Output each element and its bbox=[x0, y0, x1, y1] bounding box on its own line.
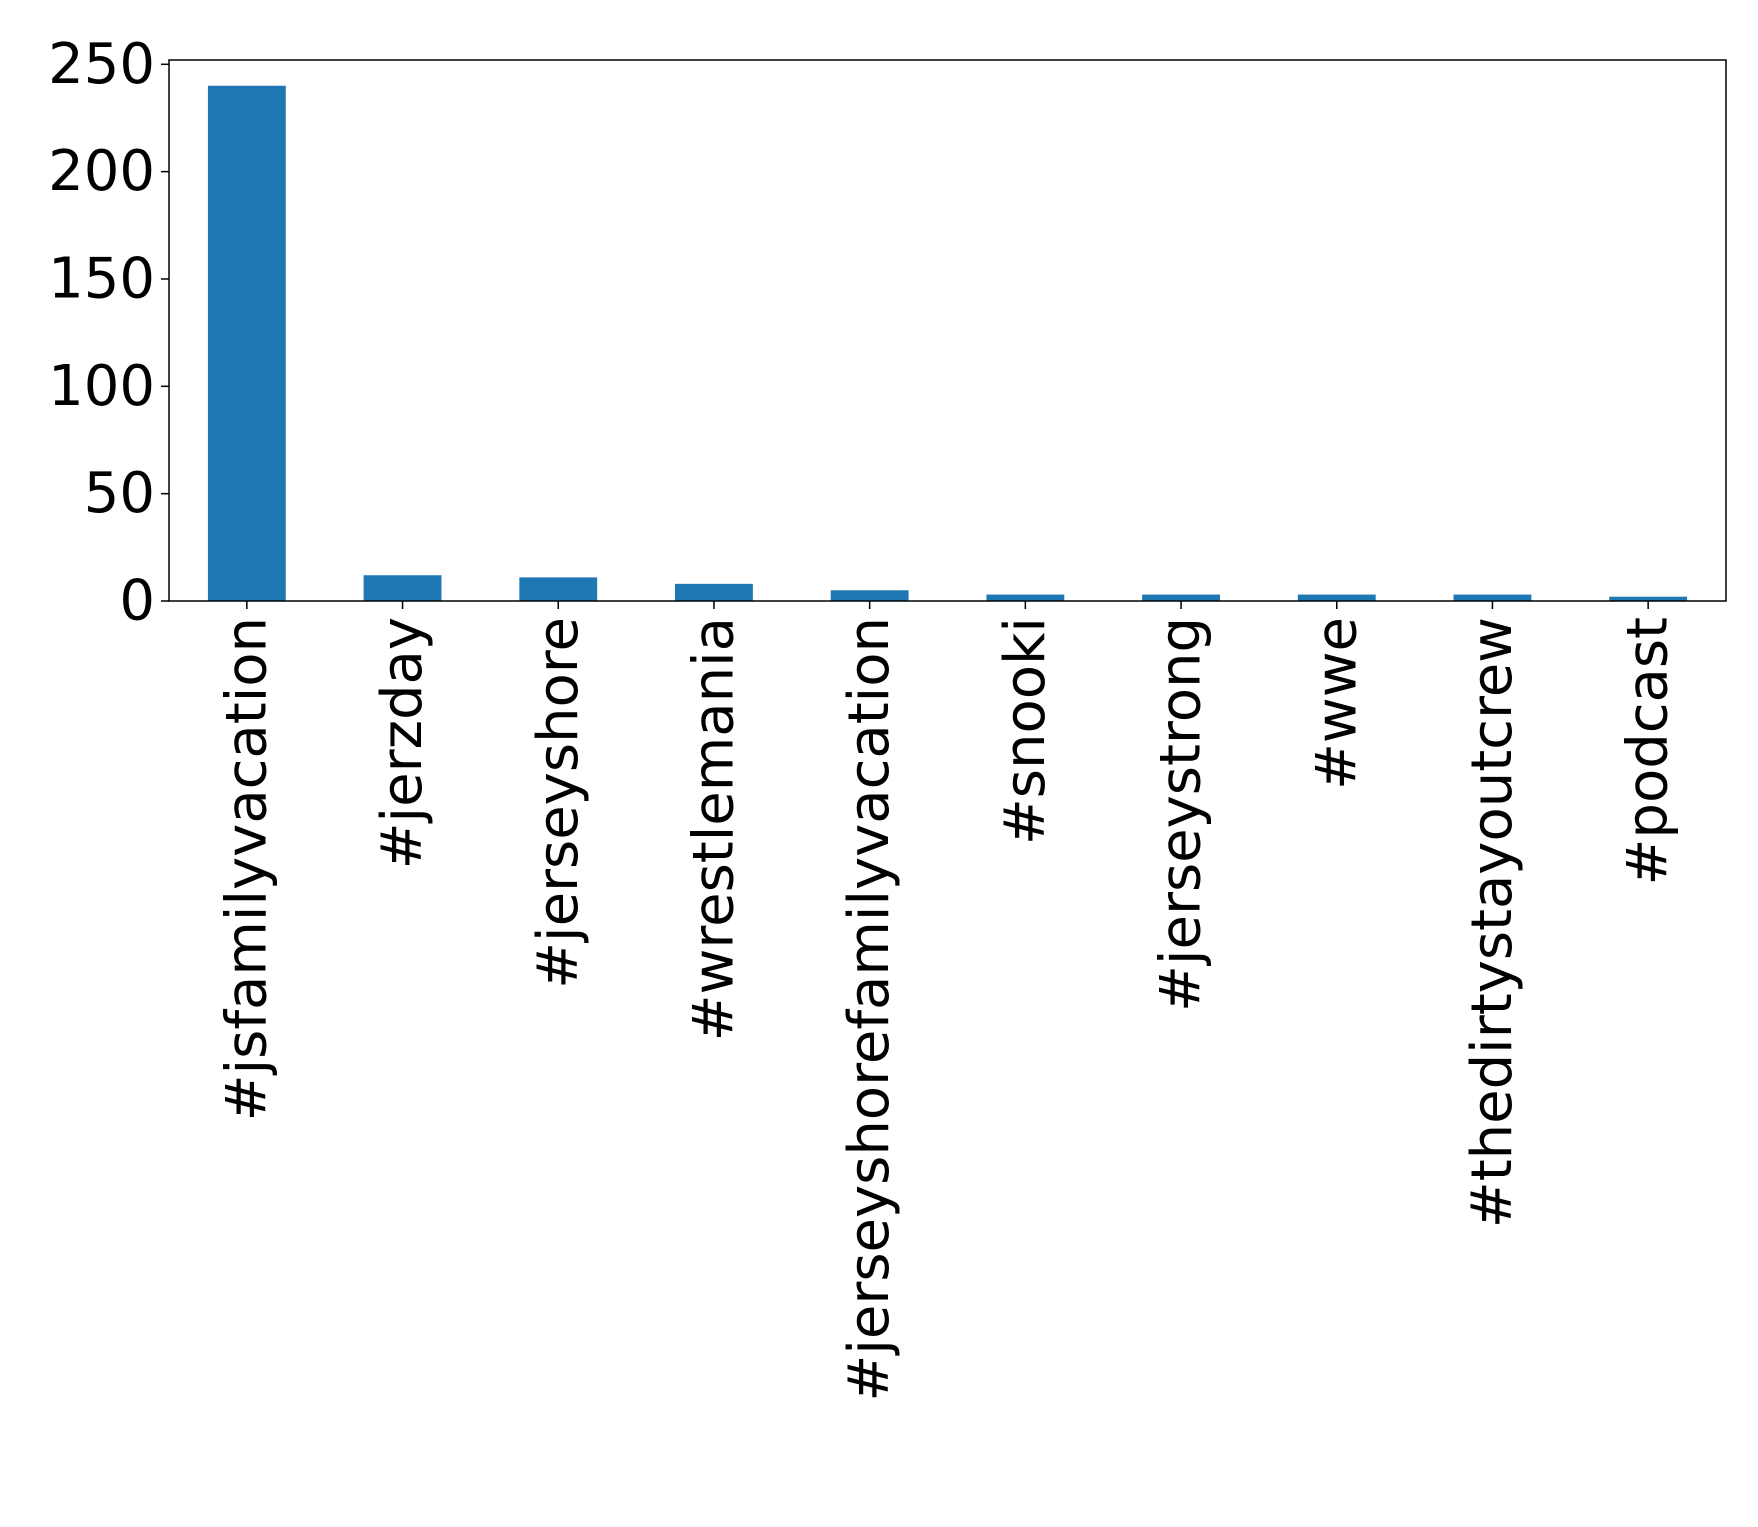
x-tick-label: #jerzday bbox=[370, 617, 435, 869]
y-tick-label: 0 bbox=[119, 569, 155, 634]
bar bbox=[1297, 594, 1376, 601]
y-axis-ticks: 0 50 100 150 200 250 bbox=[48, 32, 169, 634]
y-tick-label: 50 bbox=[84, 461, 155, 526]
x-tick-label: #jerseystrong bbox=[1149, 617, 1214, 1012]
bar bbox=[519, 577, 598, 601]
x-tick-label: #jsfamilyvacation bbox=[214, 617, 279, 1121]
bars-group bbox=[207, 85, 1688, 601]
x-tick-label: #thedirtystayoutcrew bbox=[1460, 617, 1525, 1228]
bar bbox=[830, 590, 909, 601]
x-axis-ticks: #jsfamilyvacation #jerzday #jerseyshore #wr… bbox=[214, 601, 1681, 1402]
x-tick-label: #jerseyshorefamilyvacation bbox=[837, 617, 902, 1402]
x-tick-label: #wwe bbox=[1304, 617, 1369, 790]
bar bbox=[1453, 594, 1532, 601]
bar bbox=[207, 85, 286, 601]
bar bbox=[363, 575, 442, 601]
y-tick-label: 250 bbox=[48, 32, 155, 97]
bar bbox=[986, 594, 1065, 601]
y-tick-label: 200 bbox=[48, 139, 155, 204]
y-tick-label: 100 bbox=[48, 354, 155, 419]
x-tick-label: #wrestlemania bbox=[681, 617, 746, 1041]
x-tick-label: #jerseyshore bbox=[526, 617, 591, 989]
y-tick-label: 150 bbox=[48, 246, 155, 311]
axes-frame bbox=[168, 59, 1727, 602]
x-tick-label: #snooki bbox=[993, 617, 1058, 845]
bar bbox=[1142, 594, 1220, 601]
bar bbox=[1609, 596, 1688, 601]
x-tick-label: #podcast bbox=[1616, 617, 1681, 886]
bar bbox=[675, 583, 753, 601]
